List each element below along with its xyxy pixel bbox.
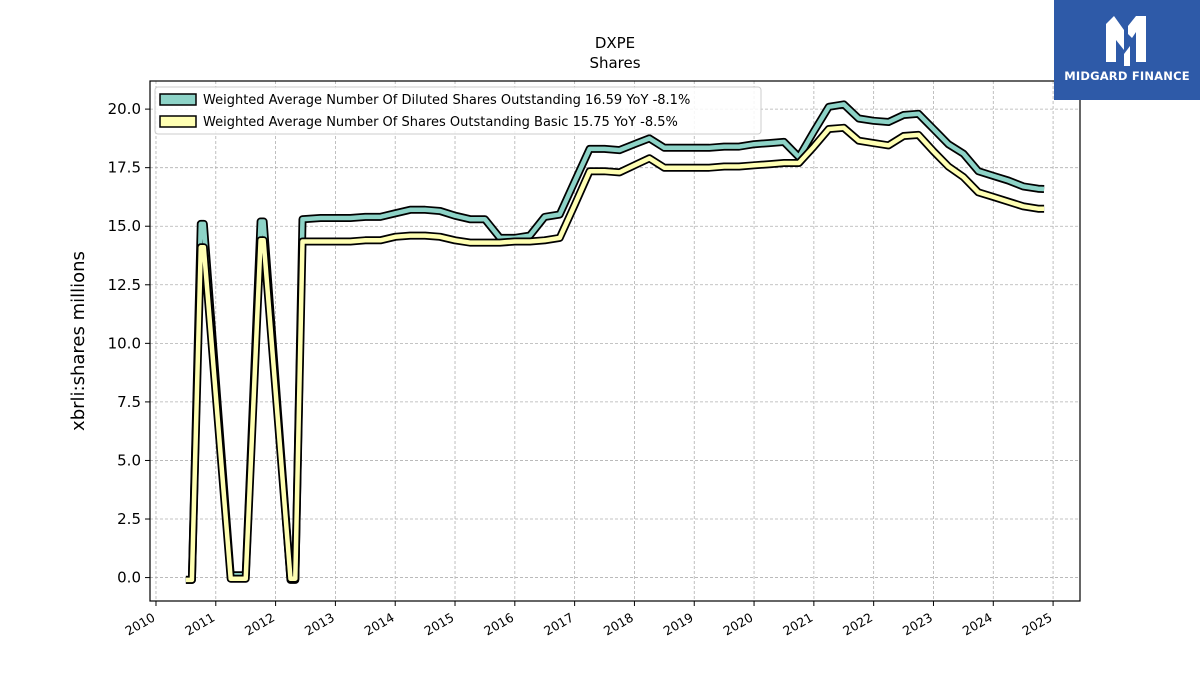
x-tick-label: 2022 [840, 610, 875, 639]
x-tick-label: 2013 [302, 610, 337, 639]
y-tick-label: 2.5 [117, 510, 141, 528]
midgard-finance-logo: MIDGARD FINANCE [1054, 0, 1200, 100]
y-axis-label: xbrli:shares millions [68, 251, 89, 431]
y-tick-label: 7.5 [117, 393, 141, 411]
series-outline-1 [185, 123, 1045, 584]
y-tick-label: 0.0 [117, 569, 141, 587]
midgard-m-logo-icon [1106, 16, 1146, 66]
legend-label-basic: Weighted Average Number Of Shares Outsta… [203, 115, 678, 130]
y-tick-label: 5.0 [117, 451, 141, 469]
y-tick-label: 10.0 [108, 334, 141, 352]
x-tick-label: 2019 [661, 610, 696, 639]
x-tick-label: 2025 [1020, 610, 1055, 639]
plot-frame [149, 80, 1081, 602]
legend-swatch-diluted [159, 93, 197, 106]
y-tick-label: 20.0 [108, 100, 141, 118]
series-line-1 [185, 125, 1045, 583]
y-tick-label: 17.5 [108, 159, 141, 177]
x-tick-label: 2016 [481, 610, 516, 639]
x-tick-label: 2010 [122, 610, 157, 639]
x-tick-label: 2011 [182, 610, 217, 639]
legend-label-diluted: Weighted Average Number Of Diluted Share… [203, 93, 690, 108]
y-axis-ticks: 0.0 2.5 5.0 7.5 10.0 12.5 15.0 17.5 20.0 [108, 100, 150, 587]
chart-subtitle: Shares [589, 54, 640, 72]
chart-title: DXPE [595, 34, 635, 52]
logo-text: MIDGARD FINANCE [1064, 69, 1190, 83]
x-axis-ticks: 2010 2011 2012 2013 2014 2015 2016 2017 2018 2019… [122, 601, 1055, 639]
x-tick-label: 2021 [780, 610, 815, 639]
x-tick-label: 2017 [541, 610, 576, 639]
x-tick-label: 2018 [601, 610, 636, 639]
series-lines [185, 100, 1045, 584]
x-tick-label: 2014 [362, 610, 397, 639]
x-tick-label: 2015 [421, 610, 456, 639]
y-tick-label: 15.0 [108, 217, 141, 235]
x-tick-label: 2012 [242, 610, 277, 639]
legend-box [154, 86, 762, 135]
legend-swatch-basic [159, 115, 197, 128]
x-tick-label: 2023 [900, 610, 935, 639]
x-tick-label: 2020 [721, 610, 756, 639]
y-tick-label: 12.5 [108, 276, 141, 294]
x-tick-label: 2024 [960, 610, 995, 639]
legend: Weighted Average Number Of Diluted Share… [154, 86, 762, 135]
